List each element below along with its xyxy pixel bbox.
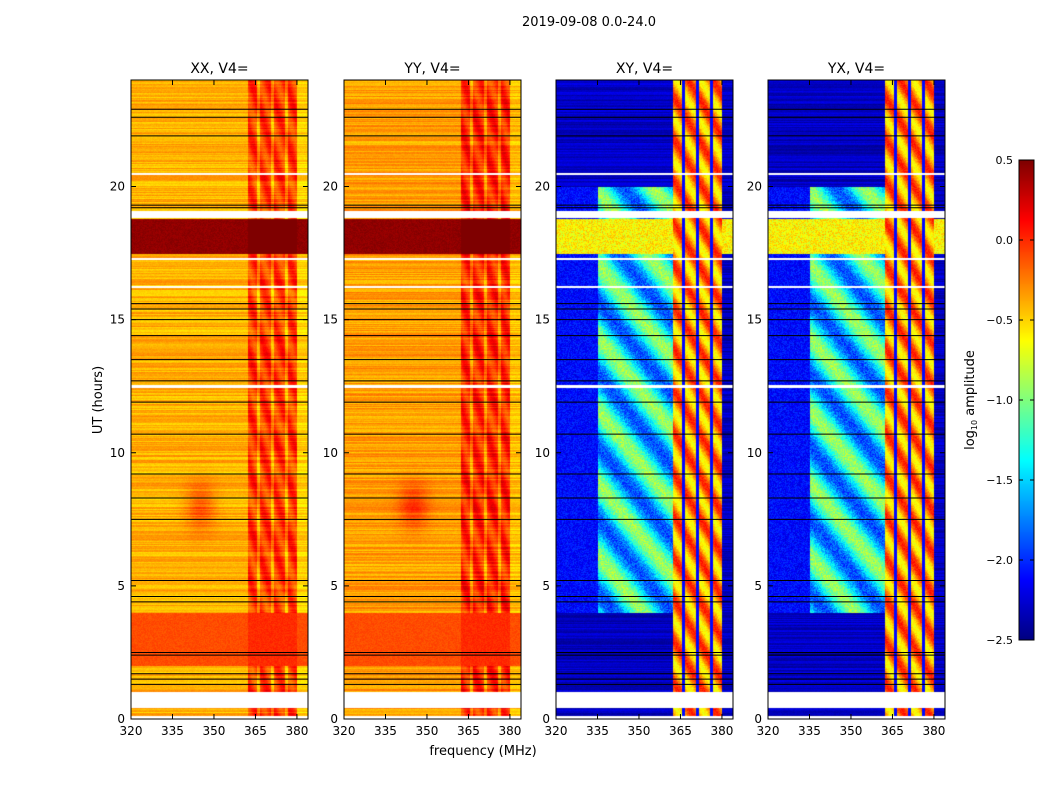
x-tick-label: 320 <box>333 724 356 738</box>
x-tick-label: 320 <box>120 724 143 738</box>
y-tick-label: 15 <box>535 313 550 327</box>
x-tick-label: 320 <box>757 724 780 738</box>
panel-frame <box>767 79 946 720</box>
y-tick-label: 0 <box>330 712 338 726</box>
panel-title-1: YY, V4= <box>403 61 460 77</box>
x-tick-label: 350 <box>416 724 439 738</box>
x-tick-label: 365 <box>881 724 904 738</box>
panel-title-2: XY, V4= <box>616 61 673 77</box>
x-tick-label: 350 <box>203 724 226 738</box>
y-axis-label: UT (hours) <box>91 366 106 434</box>
panel-frame <box>130 79 309 720</box>
x-tick-label: 365 <box>669 724 692 738</box>
figure-title: 2019-09-08 0.0-24.0 <box>522 15 656 30</box>
colorbar-tick-label: 0.5 <box>996 154 1014 167</box>
x-tick-label: 365 <box>457 724 480 738</box>
y-tick-label: 10 <box>323 446 338 460</box>
panel-frame <box>555 79 734 720</box>
colorbar-tick-label: −1.5 <box>986 474 1013 487</box>
y-tick-label: 5 <box>117 579 125 593</box>
y-tick-label: 20 <box>110 180 125 194</box>
panel-title-0: XX, V4= <box>190 61 248 77</box>
panel-frame <box>343 79 522 720</box>
y-tick-label: 0 <box>117 712 125 726</box>
colorbar-tick-label: −0.5 <box>986 314 1013 327</box>
x-tick-label: 380 <box>285 724 308 738</box>
y-tick-label: 15 <box>747 313 762 327</box>
x-tick-label: 380 <box>710 724 733 738</box>
y-tick-label: 10 <box>110 446 125 460</box>
x-tick-label: 335 <box>374 724 397 738</box>
y-tick-label: 10 <box>747 446 762 460</box>
colorbar-tick-label: 0.0 <box>996 234 1014 247</box>
heatmap-xx <box>131 80 308 719</box>
y-tick-label: 20 <box>535 180 550 194</box>
panel-title-3: YX, V4= <box>827 61 885 77</box>
x-tick-label: 380 <box>922 724 945 738</box>
y-tick-label: 15 <box>323 313 338 327</box>
colorbar <box>1019 160 1034 640</box>
heatmap-yy <box>344 80 521 719</box>
colorbar-tick-label: −2.0 <box>986 554 1013 567</box>
y-tick-label: 0 <box>542 712 550 726</box>
x-tick-label: 335 <box>586 724 609 738</box>
y-tick-label: 5 <box>330 579 338 593</box>
x-tick-label: 350 <box>628 724 651 738</box>
y-tick-label: 0 <box>754 712 762 726</box>
x-tick-label: 380 <box>498 724 521 738</box>
x-axis-label: frequency (MHz) <box>429 744 536 759</box>
y-tick-label: 5 <box>542 579 550 593</box>
x-tick-label: 335 <box>161 724 184 738</box>
y-tick-label: 5 <box>754 579 762 593</box>
colorbar-tick-label: −2.5 <box>986 634 1013 647</box>
y-tick-label: 20 <box>323 180 338 194</box>
x-tick-label: 365 <box>244 724 267 738</box>
x-tick-label: 335 <box>798 724 821 738</box>
x-tick-label: 320 <box>545 724 568 738</box>
y-tick-label: 20 <box>747 180 762 194</box>
heatmap-xy <box>556 80 733 719</box>
colorbar-tick-label: −1.0 <box>986 394 1013 407</box>
y-tick-label: 10 <box>535 446 550 460</box>
colorbar-label: log10 amplitude <box>963 350 979 450</box>
y-tick-label: 15 <box>110 313 125 327</box>
x-tick-label: 350 <box>840 724 863 738</box>
heatmap-yx <box>768 80 945 719</box>
